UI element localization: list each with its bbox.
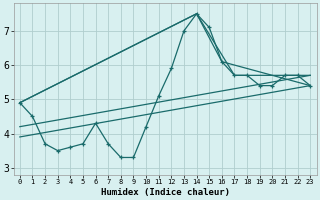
X-axis label: Humidex (Indice chaleur): Humidex (Indice chaleur) <box>100 188 229 197</box>
